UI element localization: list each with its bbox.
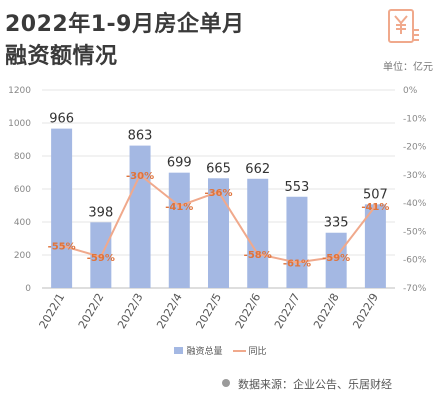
yoy-point: [294, 260, 299, 265]
yoy-point: [334, 254, 339, 259]
bar-value-label: 335: [324, 216, 349, 231]
yoy-value-label: -58%: [244, 250, 272, 261]
yoy-value-label: -41%: [361, 202, 389, 213]
category-label: 2022/4: [154, 291, 185, 331]
legend-line-label: 同比: [248, 347, 267, 357]
category-label: 2022/5: [193, 291, 224, 331]
left-axis-tick-label: 1200: [8, 86, 31, 96]
bar-value-label: 398: [88, 205, 113, 220]
right-axis-tick-label: -70%: [403, 284, 427, 294]
bar-value-label: 662: [245, 162, 270, 177]
yoy-value-label: -61%: [283, 259, 311, 270]
bar: [129, 145, 151, 288]
page-title-line-2: 融资额情况: [5, 44, 118, 69]
bar-value-label: 507: [363, 187, 388, 202]
bar-value-label: 553: [285, 180, 310, 195]
data-source: 数据来源：企业公告、乐居财经: [238, 378, 392, 391]
yoy-point: [138, 172, 143, 177]
yoy-value-label: -36%: [204, 188, 232, 199]
yoy-point: [373, 203, 378, 208]
bar: [51, 128, 73, 288]
category-label: 2022/2: [76, 291, 107, 331]
yuan-document-icon: [388, 9, 419, 43]
bar: [325, 232, 347, 288]
yoy-point: [216, 189, 221, 194]
category-label: 2022/9: [350, 291, 381, 331]
legend-bar-label: 融资总量: [186, 347, 223, 357]
bar: [286, 196, 308, 288]
category-label: 2022/6: [233, 291, 264, 331]
yoy-value-label: -30%: [126, 171, 154, 182]
bar-value-label: 966: [49, 112, 74, 127]
right-axis-tick-label: -60%: [403, 256, 427, 266]
right-axis-tick-label: -40%: [403, 199, 427, 209]
legend-line-swatch: [232, 349, 246, 352]
left-axis-tick-label: 800: [14, 152, 31, 162]
legend-item-line: 同比: [232, 344, 267, 357]
yoy-value-label: -59%: [87, 253, 115, 264]
left-axis-tick-label: 0: [25, 284, 31, 294]
left-axis-tick-label: 200: [14, 251, 31, 261]
bar-value-label: 665: [206, 161, 231, 176]
yoy-value-label: -55%: [48, 242, 76, 253]
bar: [364, 204, 386, 288]
chart-legend: 融资总量 同比: [0, 344, 441, 357]
yoy-value-label: -59%: [322, 253, 350, 264]
yoy-point: [255, 252, 260, 257]
bar: [247, 178, 269, 288]
unit-label: 单位：亿元: [383, 62, 433, 73]
category-label: 2022/8: [311, 291, 342, 331]
category-label: 2022/1: [37, 291, 68, 331]
source-bullet-icon: [222, 379, 230, 387]
category-label: 2022/3: [115, 291, 146, 331]
yoy-value-label: -41%: [165, 202, 193, 213]
bar: [168, 172, 190, 288]
right-axis-tick-label: -30%: [403, 171, 427, 181]
left-axis-tick-label: 600: [14, 185, 31, 195]
right-axis-tick-label: 0%: [403, 86, 418, 96]
legend-bar-swatch: [174, 347, 184, 354]
category-label: 2022/7: [272, 291, 303, 331]
bar-value-label: 863: [128, 129, 153, 144]
yoy-point: [59, 243, 64, 248]
yoy-point: [98, 254, 103, 259]
right-axis-tick-label: -20%: [403, 143, 427, 153]
right-axis-tick-label: -50%: [403, 227, 427, 237]
right-axis-tick-label: -10%: [403, 114, 427, 124]
bar-value-label: 699: [167, 156, 192, 171]
left-axis-tick-label: 400: [14, 218, 31, 228]
legend-item-bar: 融资总量: [174, 344, 223, 357]
yoy-point: [177, 203, 182, 208]
page-title-line-1: 2022年1-9月房企单月: [5, 12, 245, 37]
bar: [208, 178, 229, 288]
left-axis-tick-label: 1000: [8, 119, 31, 129]
